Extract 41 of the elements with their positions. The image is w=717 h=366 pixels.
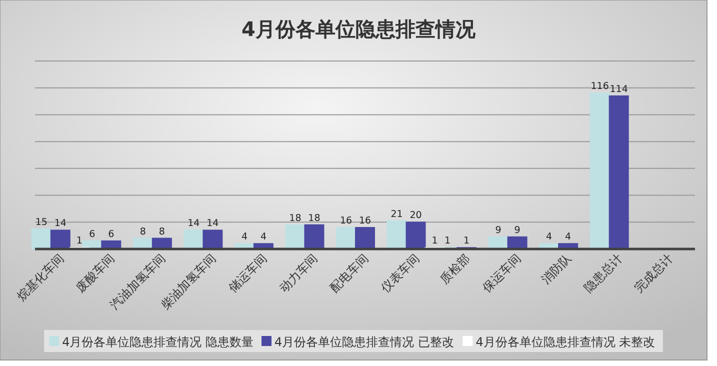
- x-tick-label: 质检部: [437, 251, 473, 287]
- data-label: 15: [35, 216, 48, 228]
- data-label: 8: [140, 226, 146, 238]
- data-label: 14: [188, 218, 200, 230]
- data-label: 14: [54, 218, 66, 230]
- data-label: 18: [308, 212, 320, 224]
- data-label: 6: [108, 228, 114, 240]
- data-label: 4: [241, 232, 248, 243]
- legend-label: 4月份各单位隐患排查情况 已整改: [274, 335, 454, 349]
- data-label: 16: [340, 216, 352, 227]
- x-tick-label: 消防队: [538, 251, 574, 287]
- x-tick-label: 完成总计: [632, 251, 676, 296]
- data-label: 6: [89, 228, 96, 240]
- data-label: 1: [464, 236, 470, 247]
- data-label: 9: [514, 224, 520, 236]
- data-label: 4: [565, 232, 572, 243]
- data-label: 114: [610, 84, 628, 95]
- chart-title: 4月份各单位隐患排查情况: [242, 17, 476, 41]
- data-label: 20: [410, 210, 422, 222]
- x-tick-label: 储运车间: [226, 251, 270, 296]
- x-tick-label: 仪表车间: [378, 251, 422, 296]
- x-tick-label: 保运车间: [480, 251, 524, 296]
- x-tick-label: 配电车间: [327, 251, 372, 296]
- data-label: 116: [590, 81, 609, 92]
- data-label: 18: [289, 212, 302, 224]
- data-label: 4: [546, 232, 552, 243]
- data-label: 21: [390, 208, 403, 220]
- data-label: 4: [260, 232, 266, 243]
- x-tick-label: 烷基化车间: [14, 251, 67, 304]
- x-tick-label: 动力车间: [276, 251, 320, 296]
- legend-label: 4月份各单位隐患排查情况 隐患数量: [62, 335, 254, 349]
- data-label: 1: [76, 236, 82, 247]
- x-tick-label: 隐患总计: [581, 251, 625, 296]
- data-label: 9: [495, 224, 502, 236]
- legend-label: 4月份各单位隐患排查情况 未整改: [476, 335, 656, 349]
- data-label: 1: [432, 236, 438, 247]
- data-label: 14: [206, 218, 219, 230]
- x-tick-label: 废酸车间: [73, 251, 118, 296]
- data-label: 1: [444, 236, 451, 247]
- data-label: 8: [158, 226, 165, 238]
- data-label: 16: [358, 216, 372, 227]
